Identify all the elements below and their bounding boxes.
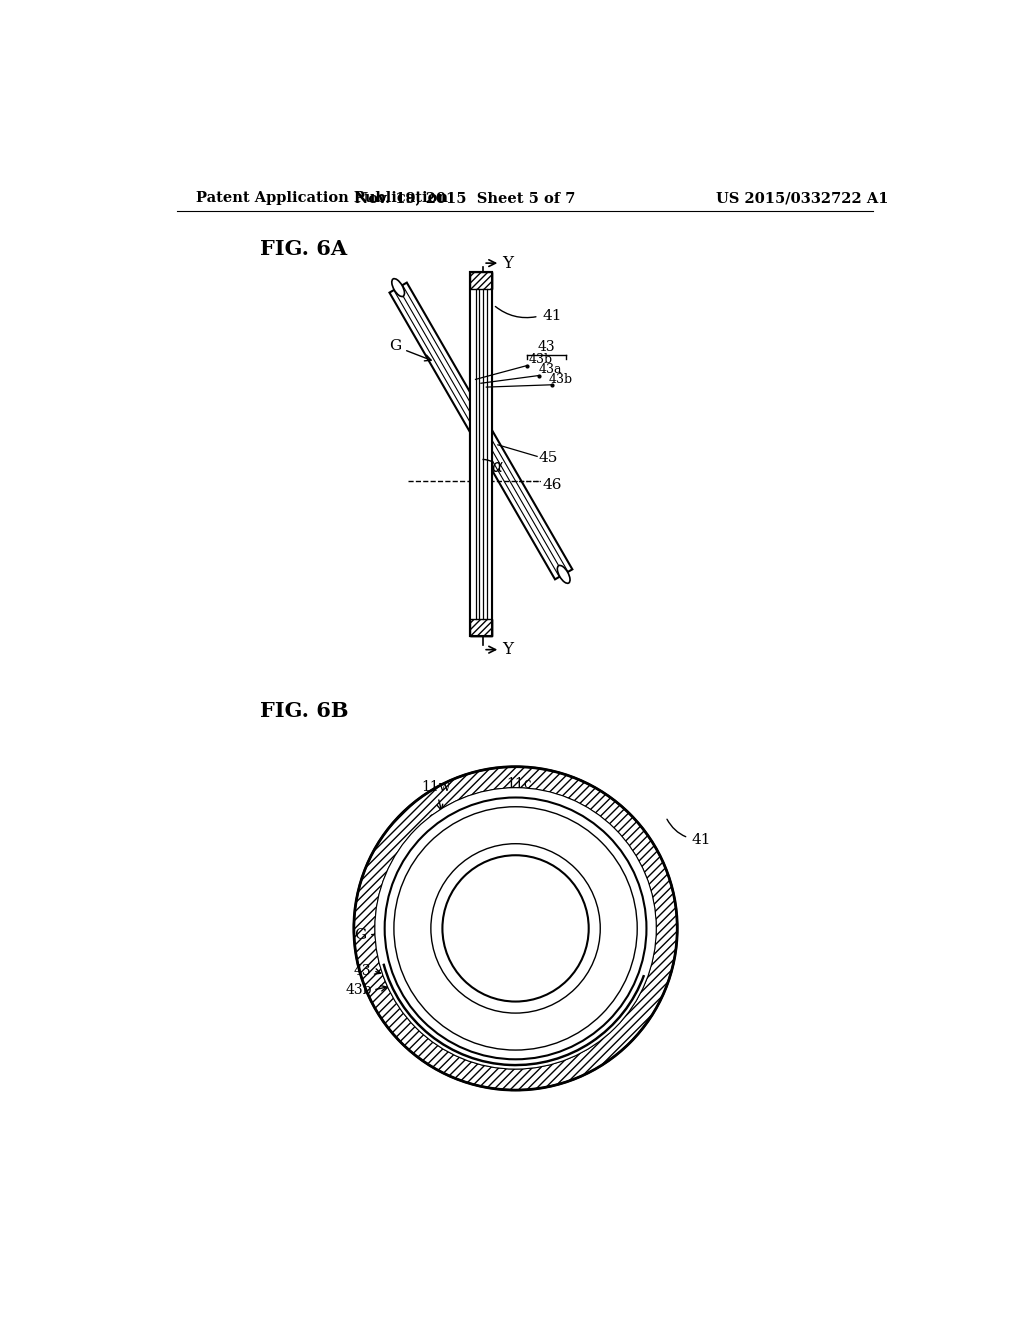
Text: Y: Y bbox=[503, 255, 513, 272]
Text: 46: 46 bbox=[543, 478, 562, 492]
Text: 2: 2 bbox=[495, 924, 502, 933]
Text: 43: 43 bbox=[538, 341, 555, 354]
Text: 45: 45 bbox=[539, 451, 558, 465]
Text: 11w: 11w bbox=[421, 780, 451, 810]
Circle shape bbox=[376, 788, 655, 1069]
Text: 11c: 11c bbox=[507, 777, 532, 792]
Circle shape bbox=[354, 767, 677, 1090]
Text: FIG. 6B: FIG. 6B bbox=[260, 701, 348, 721]
Circle shape bbox=[442, 855, 589, 1002]
Text: 43: 43 bbox=[354, 964, 372, 978]
Text: G: G bbox=[354, 928, 386, 941]
Text: $\it{\alpha}$: $\it{\alpha}$ bbox=[492, 458, 504, 475]
Text: FIG. 6A: FIG. 6A bbox=[260, 239, 347, 259]
Ellipse shape bbox=[557, 565, 570, 583]
Text: Nov. 19, 2015  Sheet 5 of 7: Nov. 19, 2015 Sheet 5 of 7 bbox=[355, 191, 575, 206]
Text: 43a: 43a bbox=[539, 363, 562, 376]
Text: 10: 10 bbox=[534, 924, 547, 933]
Text: 12c: 12c bbox=[427, 813, 453, 843]
Text: 41: 41 bbox=[543, 309, 562, 323]
Text: Y: Y bbox=[503, 642, 513, 659]
Polygon shape bbox=[470, 272, 492, 636]
Text: O: O bbox=[485, 913, 500, 931]
Text: Patent Application Publication: Patent Application Publication bbox=[196, 191, 449, 206]
Text: 41: 41 bbox=[667, 820, 711, 847]
Text: G: G bbox=[389, 339, 431, 360]
Text: 43b: 43b bbox=[345, 983, 372, 997]
Text: 43b: 43b bbox=[528, 352, 553, 366]
Text: O: O bbox=[525, 913, 540, 931]
Text: 43b: 43b bbox=[549, 372, 572, 385]
Text: US 2015/0332722 A1: US 2015/0332722 A1 bbox=[716, 191, 888, 206]
Ellipse shape bbox=[392, 279, 404, 297]
Polygon shape bbox=[470, 272, 492, 636]
Polygon shape bbox=[389, 282, 572, 579]
